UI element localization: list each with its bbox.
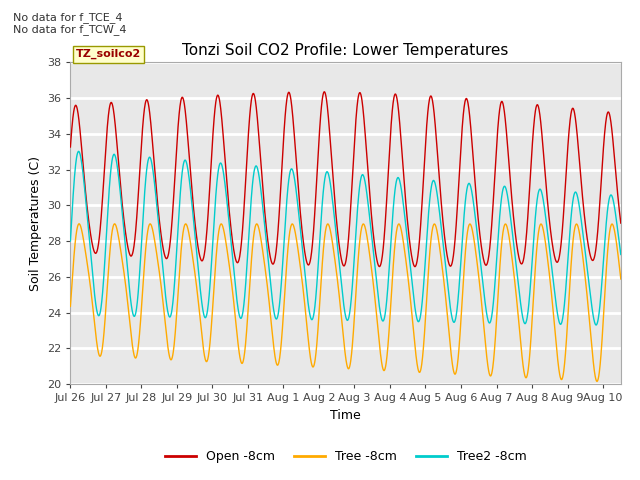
X-axis label: Time: Time	[330, 408, 361, 421]
Title: Tonzi Soil CO2 Profile: Lower Temperatures: Tonzi Soil CO2 Profile: Lower Temperatur…	[182, 44, 509, 59]
Legend: Open -8cm, Tree -8cm, Tree2 -8cm: Open -8cm, Tree -8cm, Tree2 -8cm	[159, 445, 532, 468]
Text: TZ_soilco2: TZ_soilco2	[76, 49, 141, 59]
Text: No data for f_TCE_4: No data for f_TCE_4	[13, 12, 122, 23]
Text: No data for f_TCW_4: No data for f_TCW_4	[13, 24, 126, 35]
Y-axis label: Soil Temperatures (C): Soil Temperatures (C)	[29, 156, 42, 291]
